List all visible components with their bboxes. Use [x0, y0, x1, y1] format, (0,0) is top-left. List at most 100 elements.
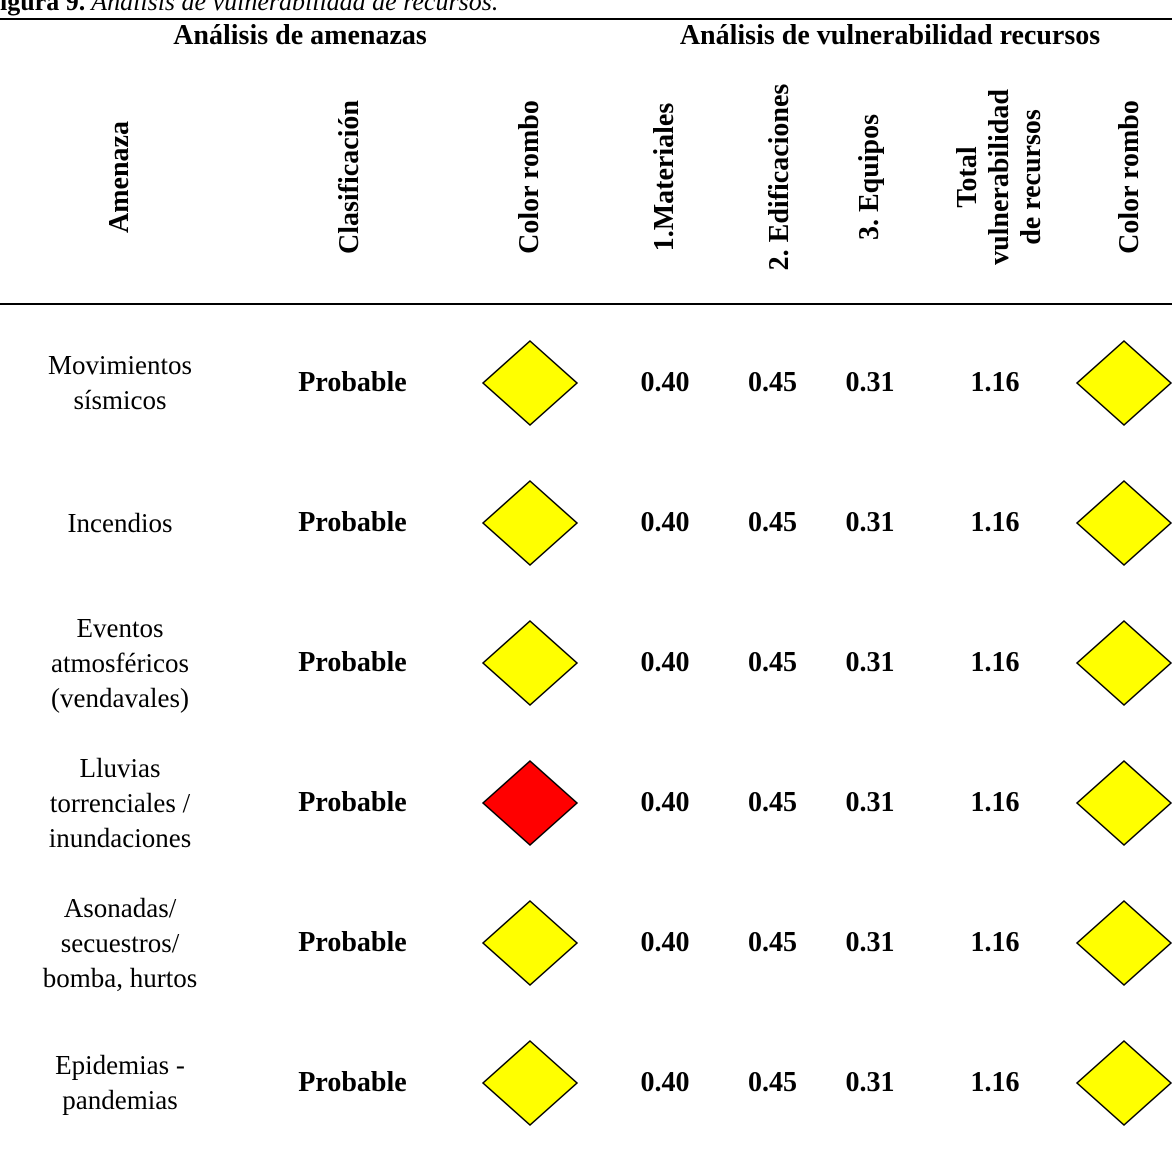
equipos-cell: 0.31	[845, 927, 895, 958]
materiales-cell: 0.40	[640, 507, 690, 538]
amenaza-line: Lluvias	[79, 752, 161, 783]
equipos-cell: 0.31	[845, 647, 895, 678]
table-row: Asonadas/secuestros/bomba, hurtos Probabl…	[0, 873, 1172, 1013]
column-header-edificaciones-label: 2. Edificaciones	[764, 83, 795, 271]
materiales-cell: 0.40	[640, 647, 690, 678]
resources-color-diamond-icon	[1075, 759, 1172, 847]
total-cell: 1.16	[970, 927, 1020, 958]
column-header-color-rombo-threat: Color rombo	[490, 57, 570, 297]
threat-color-diamond-icon-shape	[481, 1039, 579, 1127]
group-header-resources: Análisis de vulnerabilidad recursos	[679, 20, 1101, 51]
total-cell: 1.16	[970, 787, 1020, 818]
threat-color-diamond-icon-shape	[481, 759, 579, 847]
total-cell: 1.16	[970, 647, 1020, 678]
amenaza-line: torrenciales /	[49, 787, 191, 818]
resources-color-diamond-icon	[1075, 1039, 1172, 1127]
threat-color-diamond-icon-shape	[481, 899, 579, 987]
resources-color-diamond-icon	[1075, 899, 1172, 987]
total-cell: 1.16	[970, 367, 1020, 398]
threat-color-diamond-icon	[481, 479, 579, 567]
table-row: Lluvias torrenciales / inundaciones Probabl…	[0, 733, 1172, 873]
amenaza-text: Incendios	[68, 506, 173, 541]
column-header-color-rombo-threat-label: Color rombo	[514, 100, 545, 254]
amenaza-line: pandemias	[62, 1085, 178, 1115]
edificaciones-cell: 0.45	[748, 647, 797, 678]
amenaza-line: atmosféricos	[51, 647, 189, 678]
resources-color-diamond-icon-shape	[1075, 619, 1172, 707]
amenaza-cell: Eventos atmosféricos (vendavales)	[20, 593, 220, 733]
column-header-total-line1: Total	[952, 146, 983, 208]
table-top-rule	[0, 18, 1172, 20]
resources-color-diamond-icon	[1075, 339, 1172, 427]
amenaza-text: Epidemias - pandemias	[55, 1048, 185, 1118]
clasificacion-cell: Probable	[298, 367, 407, 398]
resources-color-diamond-icon-shape	[1075, 339, 1172, 427]
amenaza-line: Incendios	[67, 507, 173, 538]
clasificacion-cell: Probable	[298, 1067, 407, 1098]
total-cell: 1.16	[970, 507, 1020, 538]
figure-label: igura 9.	[0, 0, 86, 16]
amenaza-line: inundaciones	[48, 822, 192, 853]
table-row: Incendios Probable 0.40 0.45 0.31 1.16	[0, 453, 1172, 593]
amenaza-cell: Epidemias - pandemias	[20, 1013, 220, 1153]
threat-color-diamond-icon-shape	[481, 619, 579, 707]
amenaza-cell: Asonadas/secuestros/bomba, hurtos	[20, 873, 220, 1013]
column-header-total-line3: de recursos	[1016, 109, 1047, 245]
column-header-equipos: 3. Equipos	[830, 57, 910, 297]
column-header-edificaciones: 2. Edificaciones	[735, 57, 825, 297]
group-header-threats: Análisis de amenazas	[173, 20, 427, 51]
table-row: Movimientos sísmicos Probable 0.40 0.45 0.31 1…	[0, 313, 1172, 453]
amenaza-line: Eventos	[76, 612, 164, 643]
column-header-color-rombo-resources: Color rombo	[1090, 57, 1170, 297]
equipos-cell: 0.31	[845, 367, 895, 398]
materiales-cell: 0.40	[640, 367, 690, 398]
threat-color-diamond-icon	[481, 899, 579, 987]
column-header-total-line2: vulnerabilidad	[984, 89, 1015, 265]
amenaza-line: Asonadas/	[63, 892, 177, 923]
clasificacion-cell: Probable	[298, 507, 407, 538]
resources-color-diamond-icon	[1075, 619, 1172, 707]
column-header-total-label: Total vulnerabilidad de recursos	[952, 89, 1048, 265]
materiales-cell: 0.40	[640, 1067, 690, 1098]
edificaciones-cell: 0.45	[748, 1067, 797, 1098]
table-row: Epidemias - pandemias Probable 0.40 0.45 0.31…	[0, 1013, 1172, 1153]
column-header-total: Total vulnerabilidad de recursos	[940, 57, 1060, 297]
column-header-clasificacion-label: Clasificación	[334, 100, 365, 254]
amenaza-line: sísmicos	[73, 385, 167, 415]
resources-color-diamond-icon-shape	[1075, 1039, 1172, 1127]
amenaza-line: Epidemias -	[55, 1050, 185, 1080]
threat-color-diamond-icon	[481, 339, 579, 427]
amenaza-line: Movimientos	[47, 350, 192, 380]
edificaciones-cell: 0.45	[748, 787, 797, 818]
amenaza-text: Lluvias torrenciales / inundaciones	[49, 751, 191, 856]
threat-color-diamond-icon	[481, 619, 579, 707]
figure-caption: igura 9. Análisis de vulnerabilidad de r…	[0, 0, 498, 17]
amenaza-line: bomba, hurtos	[42, 962, 198, 993]
edificaciones-cell: 0.45	[748, 367, 797, 398]
equipos-cell: 0.31	[845, 507, 895, 538]
resources-color-diamond-icon	[1075, 479, 1172, 567]
amenaza-line: secuestros/	[60, 927, 180, 958]
threat-color-diamond-icon	[481, 759, 579, 847]
threat-color-diamond-icon-shape	[481, 479, 579, 567]
amenaza-cell: Lluvias torrenciales / inundaciones	[20, 733, 220, 873]
amenaza-cell: Movimientos sísmicos	[20, 313, 220, 453]
table-row: Eventos atmosféricos (vendavales) Probable 0…	[0, 593, 1172, 733]
column-header-materiales-label: 1.Materiales	[649, 102, 680, 252]
equipos-cell: 0.31	[845, 1067, 895, 1098]
threat-color-diamond-icon-shape	[481, 339, 579, 427]
resources-color-diamond-icon-shape	[1075, 479, 1172, 567]
column-header-color-rombo-resources-label: Color rombo	[1114, 100, 1145, 254]
amenaza-cell: Incendios	[20, 453, 220, 593]
resources-color-diamond-icon-shape	[1075, 759, 1172, 847]
header-bottom-rule	[0, 303, 1172, 305]
column-header-materiales: 1.Materiales	[620, 57, 710, 297]
column-header-amenaza: Amenaza	[70, 57, 170, 297]
amenaza-text: Movimientos sísmicos	[48, 348, 192, 418]
equipos-cell: 0.31	[845, 787, 895, 818]
threat-color-diamond-icon	[481, 1039, 579, 1127]
figure-title: Análisis de vulnerabilidad de recursos.	[85, 0, 499, 16]
column-header-clasificacion: Clasificación	[310, 57, 390, 297]
materiales-cell: 0.40	[640, 927, 690, 958]
amenaza-text: Asonadas/secuestros/bomba, hurtos	[43, 891, 198, 996]
